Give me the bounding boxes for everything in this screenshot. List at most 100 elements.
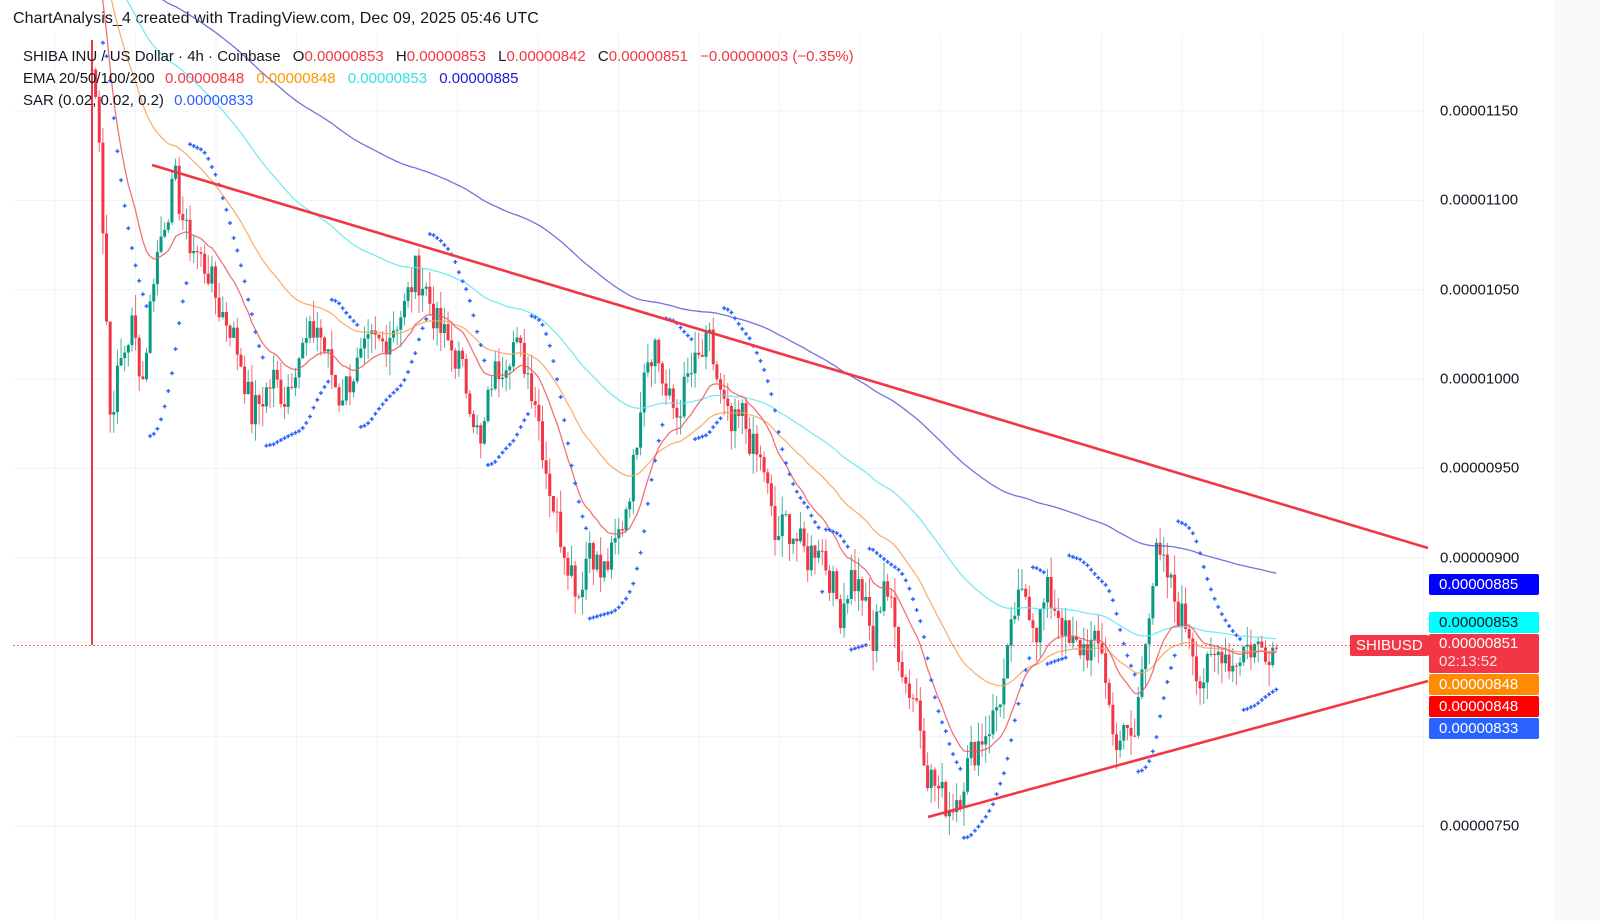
ema-label[interactable]: EMA 20/50/100/200	[23, 70, 155, 87]
candle-up	[1216, 651, 1220, 656]
candle-down	[446, 324, 450, 341]
candle-down	[181, 213, 185, 221]
candle-up	[166, 222, 170, 230]
candle-up	[740, 403, 744, 417]
sar-dot	[300, 425, 305, 430]
candle-down	[257, 395, 261, 405]
candle-up	[1006, 645, 1010, 679]
sar-dot	[162, 404, 167, 409]
sar-dot	[1263, 694, 1268, 699]
candle-down	[333, 374, 337, 388]
sar-dot	[624, 596, 629, 601]
sar-dot	[856, 645, 861, 650]
sar-dot	[293, 430, 298, 435]
sar-dot	[137, 278, 142, 283]
sar-dot	[373, 411, 378, 416]
sar-dot	[711, 425, 716, 430]
candle-down	[439, 307, 443, 334]
candle-down	[599, 554, 603, 578]
candle-down	[214, 266, 218, 298]
sar-dot	[177, 321, 182, 326]
sar-dot	[609, 610, 614, 615]
sar-dot	[475, 329, 480, 334]
legend-ema-row[interactable]: EMA 20/50/100/200 0.00000848 0.00000848 …	[23, 68, 854, 90]
candle-down	[886, 581, 890, 597]
candle-down	[519, 337, 523, 344]
sar-dot	[918, 619, 923, 624]
candle-down	[1035, 627, 1039, 643]
candle-down	[1056, 610, 1060, 618]
sar-dot	[1252, 703, 1257, 708]
sar-dot	[703, 433, 708, 438]
candle-down	[275, 369, 279, 380]
candle-down	[951, 811, 955, 813]
candle-down	[195, 250, 199, 253]
sar-dot	[1176, 519, 1181, 524]
low-label: L	[498, 48, 507, 65]
sar-dot	[932, 695, 937, 700]
candle-up	[1202, 682, 1206, 689]
candle-down	[860, 579, 864, 601]
sar-dot	[148, 434, 153, 439]
candle-up	[1020, 588, 1024, 590]
sar-dot	[812, 520, 817, 525]
sar-value: 0.00000833	[174, 92, 254, 109]
sar-dot	[1169, 665, 1174, 670]
sar-dot	[340, 306, 345, 311]
sar-dot	[1103, 582, 1108, 587]
sar-label[interactable]: SAR (0.02, 0.02, 0.2)	[23, 92, 164, 109]
sar-dot	[315, 397, 320, 402]
sar-price-tag: 0.00000833	[1429, 718, 1539, 739]
candle-up	[849, 570, 853, 599]
sar-dot	[544, 331, 549, 336]
candle-up	[508, 366, 512, 371]
candle-up	[987, 734, 991, 737]
candle-down	[835, 571, 839, 600]
legend-sar-row[interactable]: SAR (0.02, 0.02, 0.2) 0.00000833	[23, 90, 854, 112]
candle-down	[936, 785, 940, 789]
sar-dot	[1245, 706, 1250, 711]
candle-up	[1093, 630, 1097, 640]
sar-dot	[1183, 522, 1188, 527]
sar-dot	[1056, 658, 1061, 663]
candle-up	[1118, 740, 1122, 751]
candle-up	[442, 324, 446, 334]
sar-dot	[653, 458, 658, 463]
candle-down	[217, 297, 221, 318]
sar-dot	[471, 313, 476, 318]
sar-dot	[820, 589, 825, 594]
candle-down	[243, 366, 247, 395]
candle-up	[857, 579, 861, 592]
sar-dot	[729, 310, 734, 315]
legend-symbol-row[interactable]: SHIBA INU / US Dollar · 4h · Coinbase O0…	[23, 46, 854, 68]
sar-dot	[1030, 565, 1035, 570]
sar-dot	[852, 646, 857, 651]
candle-down	[813, 545, 817, 558]
sar-dot	[758, 358, 763, 363]
ema200-value: 0.00000885	[439, 70, 519, 87]
candle-down	[381, 338, 385, 342]
candle-up	[929, 769, 933, 789]
candle-down	[889, 596, 893, 598]
candle-down	[134, 315, 138, 338]
sar-dot	[718, 416, 723, 421]
sar-dot	[482, 358, 487, 363]
sar-dot	[882, 556, 886, 561]
sar-dot	[743, 331, 748, 336]
sar-dot	[406, 369, 411, 374]
candle-up	[809, 545, 813, 571]
price-axis[interactable]	[1425, 34, 1553, 921]
sar-dot	[275, 440, 280, 445]
candle-up	[846, 598, 850, 604]
sar-dot	[416, 337, 421, 342]
candle-down	[206, 273, 210, 284]
sar-dot	[1012, 718, 1017, 723]
candle-up	[395, 329, 399, 331]
symbol-title[interactable]: SHIBA INU / US Dollar · 4h · Coinbase	[23, 48, 281, 65]
candle-down	[1194, 656, 1198, 682]
candle-down	[551, 496, 555, 512]
sar-dot	[965, 835, 970, 840]
sar-dot	[693, 437, 698, 442]
sar-dot	[798, 495, 803, 500]
